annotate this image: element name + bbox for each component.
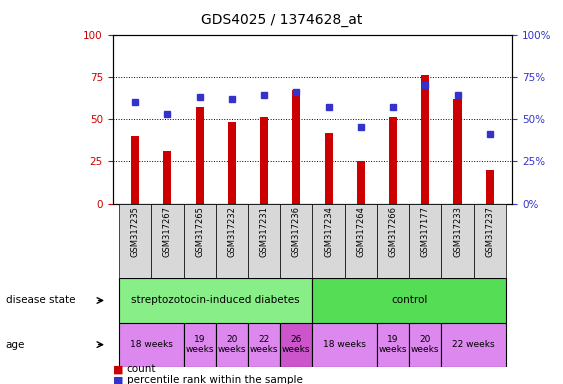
Text: age: age <box>6 339 25 350</box>
Bar <box>260 118 268 204</box>
Bar <box>486 170 494 204</box>
Bar <box>409 204 441 278</box>
Text: control: control <box>391 295 427 306</box>
Bar <box>248 323 280 367</box>
Text: GSM317235: GSM317235 <box>131 206 140 257</box>
Text: 26
weeks: 26 weeks <box>282 335 311 354</box>
Bar <box>228 122 236 204</box>
Text: GSM317264: GSM317264 <box>356 206 365 257</box>
Bar <box>324 132 333 204</box>
Text: 22 weeks: 22 weeks <box>452 340 495 349</box>
Text: 19
weeks: 19 weeks <box>185 335 214 354</box>
Text: 18 weeks: 18 weeks <box>323 340 366 349</box>
Text: GSM317265: GSM317265 <box>195 206 204 257</box>
Bar <box>163 151 171 204</box>
Bar <box>473 204 506 278</box>
Text: GSM317236: GSM317236 <box>292 206 301 257</box>
Text: count: count <box>127 364 156 374</box>
Text: GDS4025 / 1374628_at: GDS4025 / 1374628_at <box>201 13 362 27</box>
Bar <box>357 161 365 204</box>
Bar <box>119 278 312 323</box>
Bar <box>184 204 216 278</box>
Text: 19
weeks: 19 weeks <box>379 335 407 354</box>
Bar <box>248 204 280 278</box>
Bar <box>184 323 216 367</box>
Text: 20
weeks: 20 weeks <box>411 335 440 354</box>
Bar <box>441 323 506 367</box>
Bar <box>131 136 139 204</box>
Text: ■: ■ <box>113 364 123 374</box>
Bar <box>345 204 377 278</box>
Text: streptozotocin-induced diabetes: streptozotocin-induced diabetes <box>131 295 300 306</box>
Bar <box>119 204 151 278</box>
Bar <box>195 107 204 204</box>
Bar <box>441 204 473 278</box>
Bar <box>280 204 312 278</box>
Bar <box>421 75 430 204</box>
Bar <box>377 204 409 278</box>
Bar <box>454 99 462 204</box>
Text: GSM317177: GSM317177 <box>421 206 430 257</box>
Bar <box>216 204 248 278</box>
Bar <box>151 204 184 278</box>
Text: GSM317266: GSM317266 <box>388 206 397 257</box>
Text: GSM317233: GSM317233 <box>453 206 462 257</box>
Text: GSM317231: GSM317231 <box>260 206 269 257</box>
Text: GSM317234: GSM317234 <box>324 206 333 257</box>
Text: percentile rank within the sample: percentile rank within the sample <box>127 375 302 384</box>
Text: ■: ■ <box>113 375 123 384</box>
Text: GSM317232: GSM317232 <box>227 206 236 257</box>
Text: 22
weeks: 22 weeks <box>250 335 278 354</box>
Bar <box>119 323 184 367</box>
Bar <box>216 323 248 367</box>
Text: 20
weeks: 20 weeks <box>218 335 246 354</box>
Bar <box>409 323 441 367</box>
Bar <box>280 323 312 367</box>
Bar <box>312 323 377 367</box>
Bar <box>389 118 397 204</box>
Text: GSM317237: GSM317237 <box>485 206 494 257</box>
Bar <box>292 90 301 204</box>
Bar <box>377 323 409 367</box>
Text: disease state: disease state <box>6 295 75 306</box>
Bar <box>312 278 506 323</box>
Text: GSM317267: GSM317267 <box>163 206 172 257</box>
Bar <box>312 204 345 278</box>
Text: 18 weeks: 18 weeks <box>130 340 173 349</box>
